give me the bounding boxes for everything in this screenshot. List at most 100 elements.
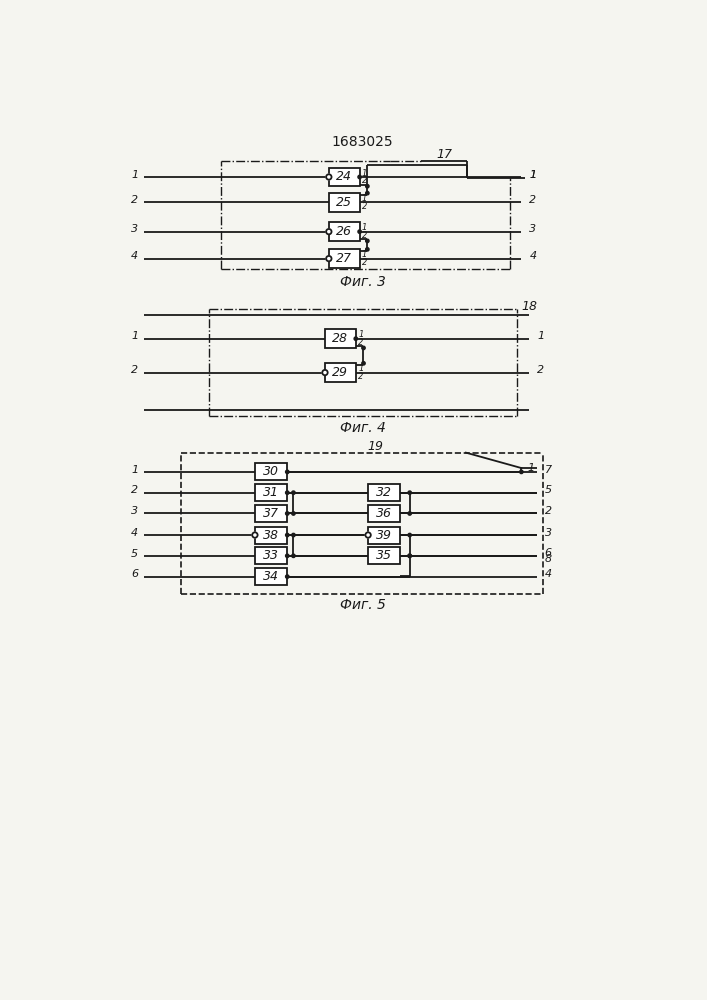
Text: 38: 38 [263, 529, 279, 542]
Text: 1: 1 [358, 330, 363, 339]
Bar [255, 547, 287, 564]
Text: 26: 26 [337, 225, 352, 238]
Text: 2: 2 [362, 258, 368, 267]
Circle shape [326, 229, 332, 234]
Text: 28: 28 [332, 332, 349, 345]
Circle shape [408, 491, 411, 494]
Circle shape [286, 512, 289, 515]
Bar [255, 463, 287, 480]
Text: 3: 3 [530, 224, 537, 234]
Text: 17: 17 [436, 148, 452, 161]
Text: 6: 6 [132, 569, 139, 579]
Circle shape [292, 512, 295, 515]
Text: 1: 1 [362, 250, 368, 259]
Text: 1: 1 [527, 463, 534, 473]
Circle shape [292, 491, 295, 494]
Text: 29: 29 [332, 366, 349, 379]
Circle shape [326, 174, 332, 180]
Circle shape [292, 533, 295, 537]
Circle shape [252, 532, 257, 538]
Circle shape [286, 491, 289, 494]
Bar [368, 527, 400, 544]
Text: 2: 2 [362, 202, 368, 211]
Circle shape [326, 256, 332, 261]
Bar [255, 527, 287, 544]
Text: 19: 19 [367, 440, 383, 453]
Circle shape [354, 337, 358, 340]
Text: 37: 37 [263, 507, 279, 520]
Circle shape [286, 575, 289, 578]
Circle shape [286, 533, 289, 537]
Text: 6: 6 [544, 548, 552, 558]
Bar [255, 505, 287, 522]
Bar [325, 363, 356, 382]
Text: 3: 3 [544, 528, 552, 538]
Circle shape [358, 175, 361, 179]
Circle shape [286, 470, 289, 474]
Circle shape [366, 191, 369, 195]
Text: Фиг. 4: Фиг. 4 [340, 421, 385, 435]
Text: 2: 2 [358, 372, 363, 381]
Text: 1: 1 [530, 170, 537, 180]
Bar [329, 193, 360, 212]
Text: 39: 39 [376, 529, 392, 542]
Bar [329, 168, 360, 186]
Text: 4: 4 [530, 251, 537, 261]
Bar [255, 484, 287, 501]
Text: 30: 30 [263, 465, 279, 478]
Text: 2: 2 [362, 231, 368, 240]
Text: 3: 3 [132, 224, 139, 234]
Text: 1: 1 [362, 223, 368, 232]
Text: 31: 31 [263, 486, 279, 499]
Text: 2: 2 [537, 365, 544, 375]
Text: 1: 1 [132, 170, 139, 180]
Text: 32: 32 [376, 486, 392, 499]
Text: 5: 5 [544, 485, 552, 495]
Text: 4: 4 [132, 251, 139, 261]
Circle shape [358, 230, 361, 233]
Text: 1: 1 [132, 465, 139, 475]
Circle shape [408, 533, 411, 537]
Text: 35: 35 [376, 549, 392, 562]
Circle shape [322, 370, 327, 375]
Circle shape [366, 239, 369, 243]
Circle shape [408, 512, 411, 515]
Text: 1: 1 [132, 331, 139, 341]
Bar [368, 505, 400, 522]
Circle shape [520, 470, 523, 474]
Text: 2: 2 [358, 338, 363, 347]
Circle shape [408, 554, 411, 558]
Circle shape [286, 554, 289, 558]
Text: 2: 2 [530, 195, 537, 205]
Text: 2: 2 [132, 365, 139, 375]
Bar [368, 547, 400, 564]
Text: 8: 8 [544, 554, 552, 564]
Text: 1: 1 [358, 364, 363, 373]
Text: Фиг. 3: Фиг. 3 [340, 275, 385, 289]
Circle shape [408, 554, 411, 558]
Text: 1: 1 [362, 169, 368, 178]
Bar [255, 568, 287, 585]
Circle shape [366, 248, 369, 251]
Text: 34: 34 [263, 570, 279, 583]
Bar [329, 249, 360, 268]
Text: 1: 1 [362, 194, 368, 203]
Text: 4: 4 [132, 528, 139, 538]
Text: 3: 3 [132, 506, 139, 516]
Circle shape [362, 362, 366, 365]
Text: 2: 2 [544, 506, 552, 516]
Text: 1683025: 1683025 [332, 135, 394, 149]
Text: 7: 7 [544, 465, 552, 475]
Bar [329, 222, 360, 241]
Circle shape [292, 554, 295, 558]
Circle shape [366, 185, 369, 188]
Text: Фиг. 5: Фиг. 5 [340, 598, 385, 612]
Text: 33: 33 [263, 549, 279, 562]
Text: 18: 18 [521, 300, 537, 313]
Text: 2: 2 [132, 485, 139, 495]
Text: 24: 24 [337, 170, 352, 183]
Text: 4: 4 [544, 569, 552, 579]
Circle shape [362, 346, 366, 350]
Text: 1: 1 [537, 331, 544, 341]
Text: 25: 25 [337, 196, 352, 209]
